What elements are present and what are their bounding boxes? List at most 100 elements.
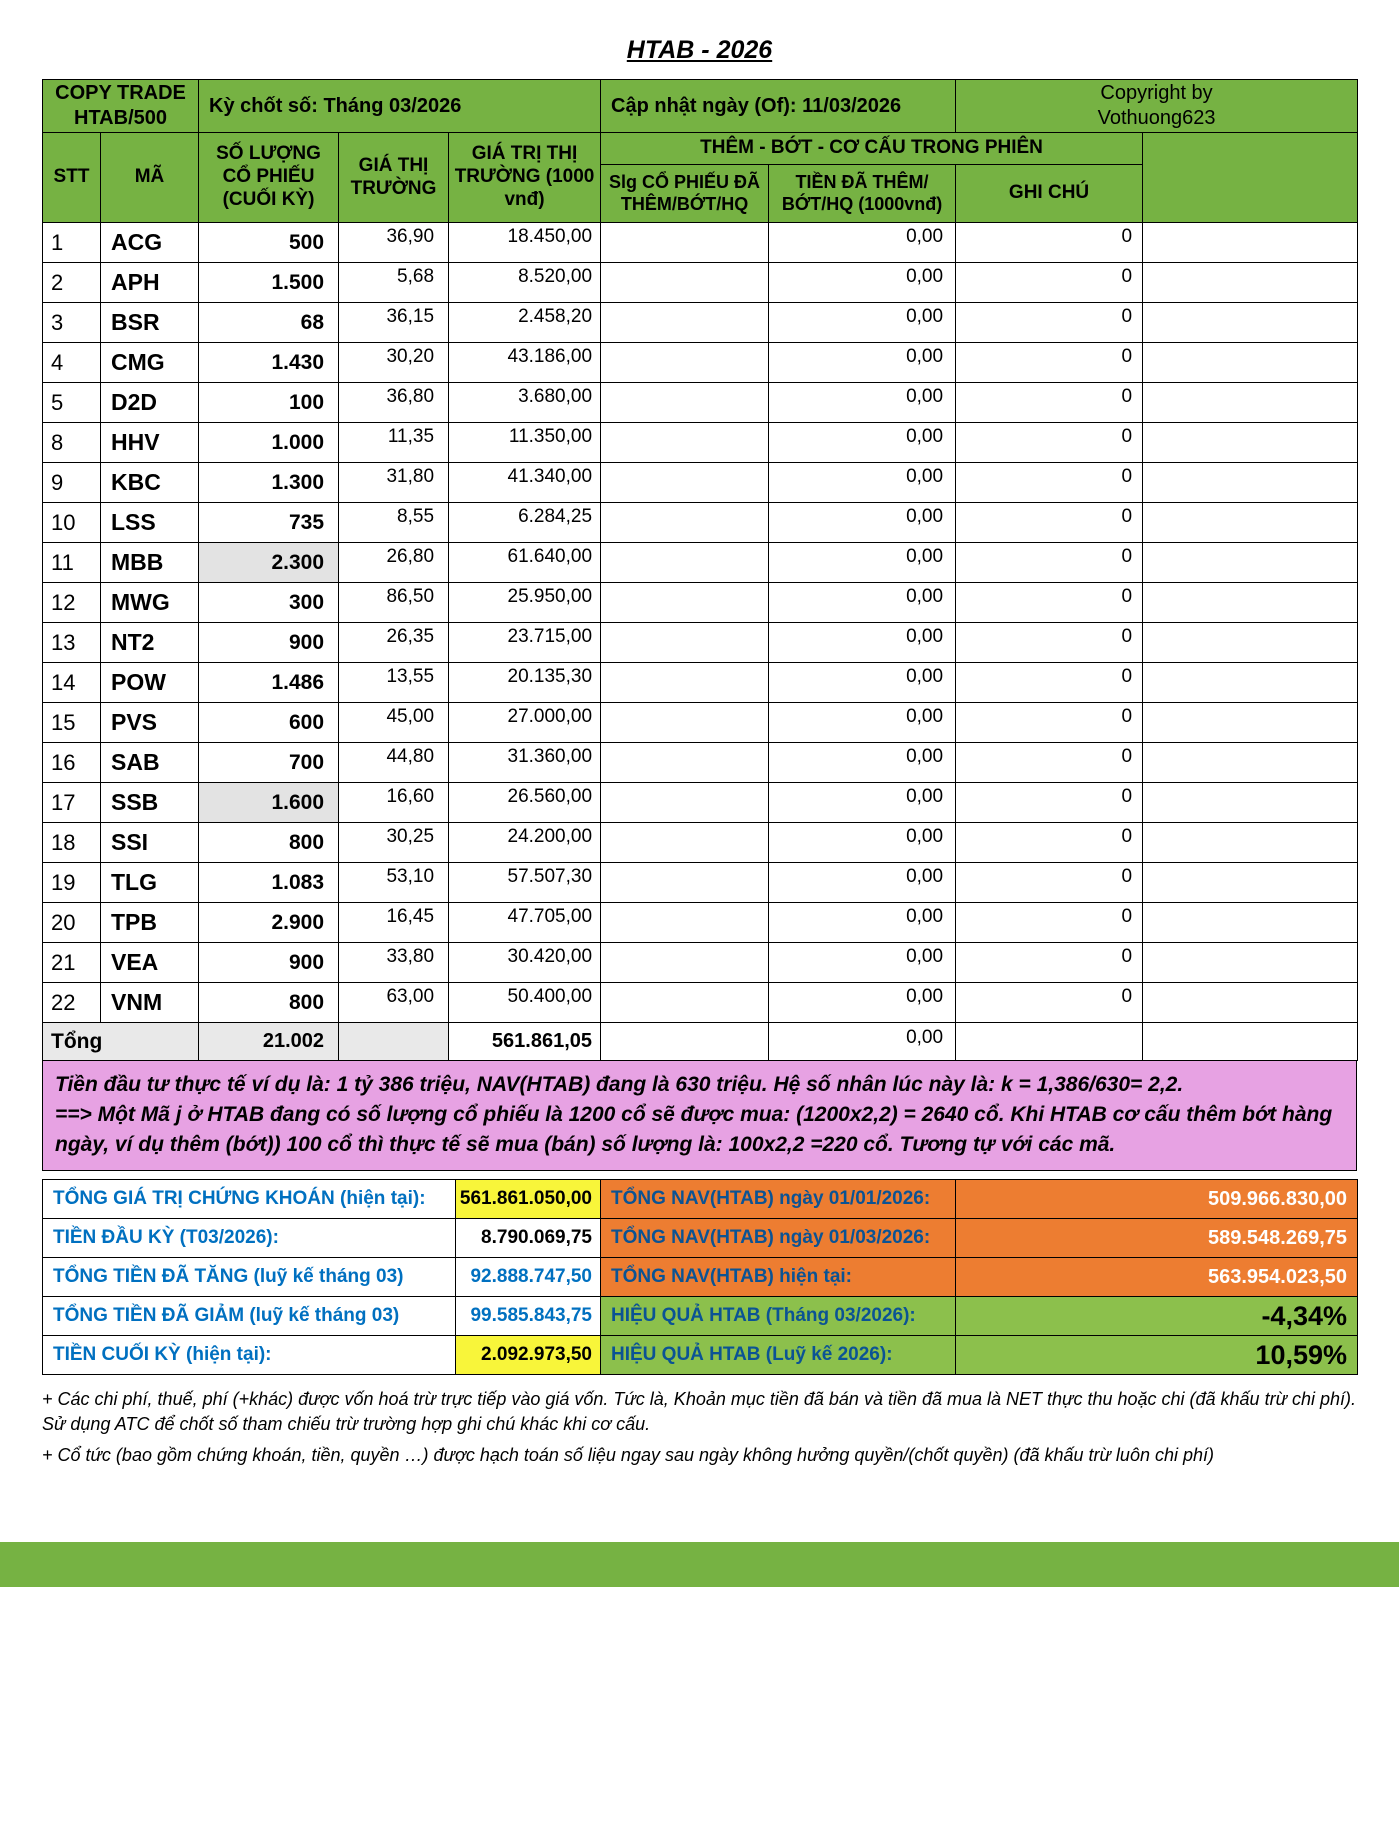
cell-slg	[600, 702, 770, 743]
cell-stt: 1	[42, 222, 101, 263]
cell-slg	[600, 982, 770, 1023]
cell-stt: 12	[42, 582, 101, 623]
stock-row: 4 CMG 1.430 30,20 43.186,00 0,00 0	[42, 342, 1359, 383]
cell-slg	[600, 822, 770, 863]
stock-row: 12 MWG 300 86,50 25.950,00 0,00 0	[42, 582, 1359, 623]
cell-gia: 36,15	[338, 302, 450, 343]
footer-green-bar	[0, 1541, 1399, 1587]
cell-tien: 0,00	[768, 702, 957, 743]
cell-sl: 1.000	[198, 422, 340, 463]
summary-left-value: 2.092.973,50	[455, 1335, 601, 1376]
cell-extra	[1142, 982, 1359, 1023]
cell-sl: 1.300	[198, 462, 340, 503]
cell-stt: 20	[42, 902, 101, 943]
cell-slg	[600, 542, 770, 583]
summary-right-value: -4,34%	[955, 1296, 1358, 1337]
cell-gia: 16,60	[338, 782, 450, 823]
cell-extra	[1142, 382, 1359, 423]
cell-slg	[600, 502, 770, 543]
cell-gt: 8.520,00	[448, 262, 602, 303]
stock-row: 18 SSI 800 30,25 24.200,00 0,00 0	[42, 822, 1359, 863]
col-header-stt: STT	[42, 132, 101, 223]
stock-row: 14 POW 1.486 13,55 20.135,30 0,00 0	[42, 662, 1359, 703]
note-block: Tiền đầu tư thực tế ví dụ là: 1 tỷ 386 t…	[42, 1060, 1357, 1172]
col-header-blank	[1142, 132, 1359, 223]
cell-gia: 53,10	[338, 862, 450, 903]
summary-left-label: TỔNG TIỀN ĐÃ GIẢM (luỹ kế tháng 03)	[42, 1296, 456, 1337]
col-header-them-bot: THÊM - BỚT - CƠ CẤU TRONG PHIÊN	[600, 132, 1144, 165]
cell-sl: 500	[198, 222, 340, 263]
col-header-gia-thi-truong: GIÁ THỊ TRƯỜNG	[338, 132, 450, 223]
cell-tien: 0,00	[768, 462, 957, 503]
cell-ghi: 0	[955, 942, 1144, 983]
cell-ma: VNM	[99, 982, 200, 1023]
col-header-tien: TIỀN ĐÃ THÊM/ BỚT/HQ (1000vnđ)	[768, 164, 957, 223]
cell-ghi: 0	[955, 502, 1144, 543]
cell-gia: 8,55	[338, 502, 450, 543]
cell-ghi: 0	[955, 582, 1144, 623]
total-blank-extra	[1142, 1022, 1359, 1061]
summary-left-label: TỔNG TIỀN ĐÃ TĂNG (luỹ kế tháng 03)	[42, 1257, 456, 1298]
updated-cell: Cập nhật ngày (Of): 11/03/2026	[600, 79, 957, 133]
cell-ma: KBC	[99, 462, 200, 503]
cell-sl: 1.430	[198, 342, 340, 383]
cell-sl: 68	[198, 302, 340, 343]
cell-sl: 1.083	[198, 862, 340, 903]
cell-gia: 33,80	[338, 942, 450, 983]
col-header-ghi-chu: GHI CHÚ	[955, 164, 1144, 223]
cell-stt: 17	[42, 782, 101, 823]
summary-right-label: HIỆU QUẢ HTAB (Tháng 03/2026):	[600, 1296, 956, 1337]
cell-tien: 0,00	[768, 422, 957, 463]
cell-gt: 61.640,00	[448, 542, 602, 583]
cell-ma: TLG	[99, 862, 200, 903]
cell-gia: 86,50	[338, 582, 450, 623]
cell-gt: 24.200,00	[448, 822, 602, 863]
stock-row: 9 KBC 1.300 31,80 41.340,00 0,00 0	[42, 462, 1359, 503]
cell-gt: 11.350,00	[448, 422, 602, 463]
cell-ma: APH	[99, 262, 200, 303]
stock-row: 3 BSR 68 36,15 2.458,20 0,00 0	[42, 302, 1359, 343]
cell-tien: 0,00	[768, 622, 957, 663]
cell-ghi: 0	[955, 982, 1144, 1023]
cell-ghi: 0	[955, 822, 1144, 863]
cell-gia: 30,25	[338, 822, 450, 863]
copy-trade-line1: COPY TRADE	[55, 82, 186, 104]
cell-slg	[600, 582, 770, 623]
total-blank-price	[338, 1022, 450, 1061]
cell-ghi: 0	[955, 342, 1144, 383]
summary-right-label: HIỆU QUẢ HTAB (Luỹ kế 2026):	[600, 1335, 956, 1376]
cell-stt: 10	[42, 502, 101, 543]
footnote-2: + Cổ tức (bao gồm chứng khoán, tiền, quy…	[42, 1445, 1214, 1466]
cell-ma: CMG	[99, 342, 200, 383]
cell-sl: 1.486	[198, 662, 340, 703]
cell-stt: 2	[42, 262, 101, 303]
cell-gt: 47.705,00	[448, 902, 602, 943]
cell-slg	[600, 342, 770, 383]
cell-extra	[1142, 702, 1359, 743]
footnotes: + Các chi phí, thuế, phí (+khác) được vố…	[42, 1387, 1357, 1467]
cell-tien: 0,00	[768, 822, 957, 863]
cell-gia: 26,80	[338, 542, 450, 583]
cell-tien: 0,00	[768, 942, 957, 983]
cell-tien: 0,00	[768, 582, 957, 623]
cell-ma: HHV	[99, 422, 200, 463]
cell-stt: 4	[42, 342, 101, 383]
cell-gt: 41.340,00	[448, 462, 602, 503]
stock-row: 16 SAB 700 44,80 31.360,00 0,00 0	[42, 742, 1359, 783]
cell-gia: 16,45	[338, 902, 450, 943]
copyright-line1: Copyright by	[1100, 82, 1213, 104]
stock-row: 1 ACG 500 36,90 18.450,00 0,00 0	[42, 222, 1359, 263]
stock-row: 17 SSB 1.600 16,60 26.560,00 0,00 0	[42, 782, 1359, 823]
cell-ma: VEA	[99, 942, 200, 983]
summary-right-label: TỔNG NAV(HTAB) ngày 01/03/2026:	[600, 1218, 956, 1259]
cell-tien: 0,00	[768, 262, 957, 303]
cell-extra	[1142, 782, 1359, 823]
cell-gt: 20.135,30	[448, 662, 602, 703]
summary-right-value: 10,59%	[955, 1335, 1358, 1376]
cell-stt: 11	[42, 542, 101, 583]
copyright-line2: Vothuong623	[1097, 107, 1216, 129]
summary-left-label: TIỀN CUỐI KỲ (hiện tại):	[42, 1335, 456, 1376]
stock-row: 15 PVS 600 45,00 27.000,00 0,00 0	[42, 702, 1359, 743]
cell-ghi: 0	[955, 782, 1144, 823]
cell-extra	[1142, 542, 1359, 583]
